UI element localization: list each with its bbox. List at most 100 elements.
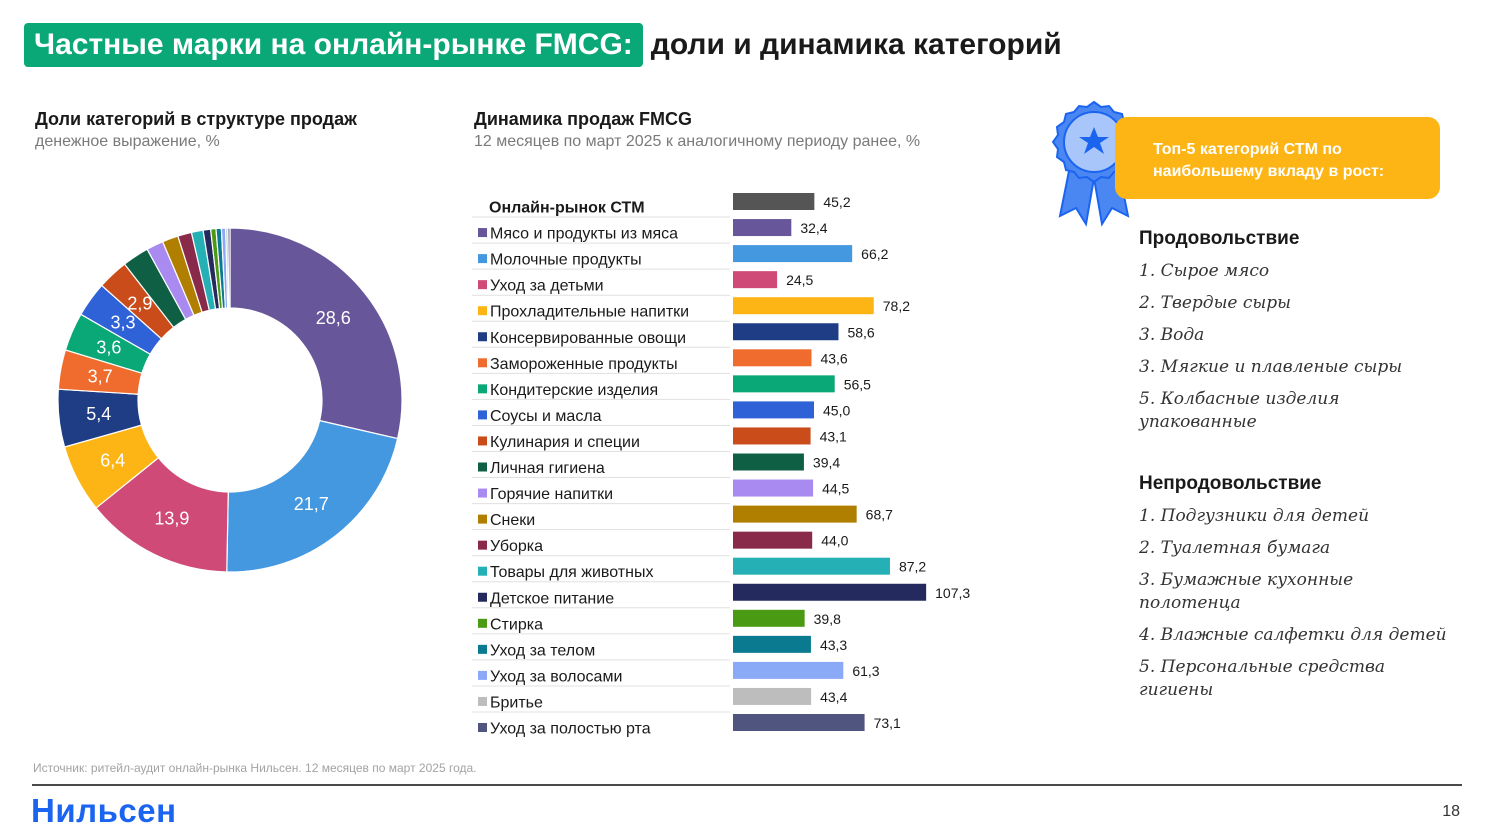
bar — [733, 375, 835, 393]
bar-legend-swatch — [478, 462, 487, 472]
bar-category-label: Горячие напитки — [490, 486, 613, 503]
bar — [733, 427, 811, 445]
bar-value-label: 39,8 — [814, 611, 841, 627]
food-item: 3. Вода — [1139, 325, 1205, 345]
bar-value-label: 58,6 — [847, 324, 874, 340]
bar — [733, 323, 839, 341]
bar-value-label: 45,0 — [823, 402, 850, 418]
top5-label: Топ-5 категорий СТМ по наибольшему вклад… — [1153, 141, 1385, 180]
food-item: 5. Колбасные изделия упакованные — [1139, 389, 1340, 432]
bar-legend-swatch — [478, 514, 487, 524]
donut-slice-label: 5,4 — [86, 404, 111, 424]
bar-chart-subtitle: 12 месяцев по март 2025 к аналогичному п… — [474, 133, 921, 150]
bar-category-label: Замороженные продукты — [490, 356, 678, 373]
donut-title: Доли категорий в структуре продаж — [35, 109, 357, 129]
page-title-rest: доли и динамика категорий — [650, 28, 1062, 61]
donut-slice — [229, 227, 403, 440]
bar — [733, 349, 812, 367]
bar-legend-swatch — [478, 280, 487, 290]
bar-legend-swatch — [478, 592, 487, 602]
bar-value-label: 24,5 — [786, 272, 813, 288]
nielsen-logo: Нильсен — [31, 792, 177, 829]
bar — [733, 479, 814, 497]
bar-value-label: 44,5 — [822, 481, 849, 497]
bar-value-label: 44,0 — [821, 533, 848, 549]
bar — [733, 557, 890, 575]
bar — [733, 714, 865, 731]
bar — [733, 583, 927, 601]
bar-legend-swatch — [478, 540, 487, 550]
bar — [733, 505, 857, 523]
bar-value-label: 43,6 — [820, 350, 847, 366]
bar-category-label: Товары для животных — [490, 564, 653, 581]
food-item: 3. Мягкие и плавленые сыры — [1139, 357, 1403, 377]
bar-value-label: 45,2 — [823, 194, 850, 210]
donut-slice-label: 3,6 — [96, 338, 121, 358]
bar-value-label: 56,5 — [844, 376, 871, 392]
bar-legend-swatch — [478, 384, 487, 394]
bar-value-label: 78,2 — [883, 298, 910, 314]
bar-category-label: Стирка — [490, 616, 543, 633]
food-heading: Продовольствие — [1139, 228, 1300, 249]
bar-legend-swatch — [478, 254, 487, 264]
bar-value-label: 66,2 — [861, 246, 888, 262]
donut-slice-label: 3,3 — [110, 313, 135, 333]
bar-legend-swatch — [478, 436, 487, 446]
bar-legend-swatch — [478, 566, 487, 576]
bar-category-label: Прохладительные напитки — [490, 304, 689, 321]
bar-category-label: Консервированные овощи — [490, 330, 686, 347]
bar-value-label: 39,4 — [813, 455, 840, 471]
bar-category-label: Снеки — [490, 512, 535, 529]
bar-chart: Онлайн-рынок СТМ 45,2 Мясо и продукты из м… — [472, 193, 970, 738]
bar — [733, 245, 853, 263]
nonfood-item: 3. Бумажные кухонные полотенца — [1139, 570, 1354, 613]
bar-category-label: Онлайн-рынок СТМ — [489, 200, 645, 217]
bar-category-label: Соусы и масла — [490, 408, 602, 425]
bar-value-label: 43,1 — [820, 428, 847, 444]
bar-category-label: Детское питание — [490, 590, 614, 607]
bar-legend-swatch — [478, 228, 487, 238]
bar — [733, 609, 805, 627]
bar-legend-swatch — [478, 723, 487, 732]
bar-chart-title: Динамика продаж FMCG — [474, 109, 692, 129]
award-badge-icon — [1051, 100, 1137, 227]
bar-legend-swatch — [478, 410, 487, 420]
bar-legend-swatch — [478, 696, 487, 706]
bar-category-label: Мясо и продукты из мяса — [490, 226, 678, 243]
bar-category-label: Уход за полостью рта — [490, 721, 651, 738]
nonfood-item: 2. Туалетная бумага — [1139, 538, 1331, 558]
donut-slice — [226, 419, 399, 573]
bar-category-label: Молочные продукты — [490, 252, 642, 269]
nonfood-item: 4. Влажные салфетки для детей — [1139, 625, 1447, 645]
source-note: Источник: ритейл-аудит онлайн-рынка Ниль… — [33, 761, 477, 775]
donut-subtitle: денежное выражение, % — [35, 133, 220, 150]
bar-value-label: 87,2 — [899, 559, 926, 575]
bar-category-label: Уход за телом — [490, 642, 595, 659]
bar-value-label: 61,3 — [852, 663, 879, 679]
bar-value-label: 32,4 — [800, 220, 827, 236]
bar — [733, 297, 874, 315]
donut-slice-label: 2,9 — [127, 293, 152, 313]
page-title: Частные марки на онлайн-рынке FMCG: доли… — [24, 23, 1062, 67]
donut-slice-label: 28,6 — [316, 308, 351, 328]
donut-slice-label: 13,9 — [154, 509, 189, 529]
bar — [733, 687, 812, 705]
bar-category-label: Уход за детьми — [490, 278, 604, 295]
nonfood-list: 1. Подгузники для детей 2. Туалетная бум… — [1139, 505, 1459, 702]
bar — [733, 531, 813, 549]
bar-category-label: Кондитерские изделия — [490, 382, 658, 399]
bar-category-label: Личная гигиена — [490, 460, 605, 477]
nonfood-item: 1. Подгузники для детей — [1139, 506, 1370, 526]
donut-slice-label: 3,7 — [88, 366, 113, 386]
bar-value-label: 68,7 — [866, 507, 893, 523]
bar-value-label: 107,3 — [935, 585, 970, 601]
bar — [733, 219, 792, 237]
bar-value-label: 43,3 — [820, 637, 847, 653]
bar — [733, 453, 804, 471]
bar-legend-swatch — [478, 306, 487, 316]
bar — [733, 401, 814, 419]
bar-value-label: 73,1 — [874, 715, 901, 731]
donut-slice-label: 21,7 — [294, 494, 329, 514]
bar-legend-swatch — [478, 358, 487, 368]
bar-category-label: Бритье — [490, 694, 543, 711]
